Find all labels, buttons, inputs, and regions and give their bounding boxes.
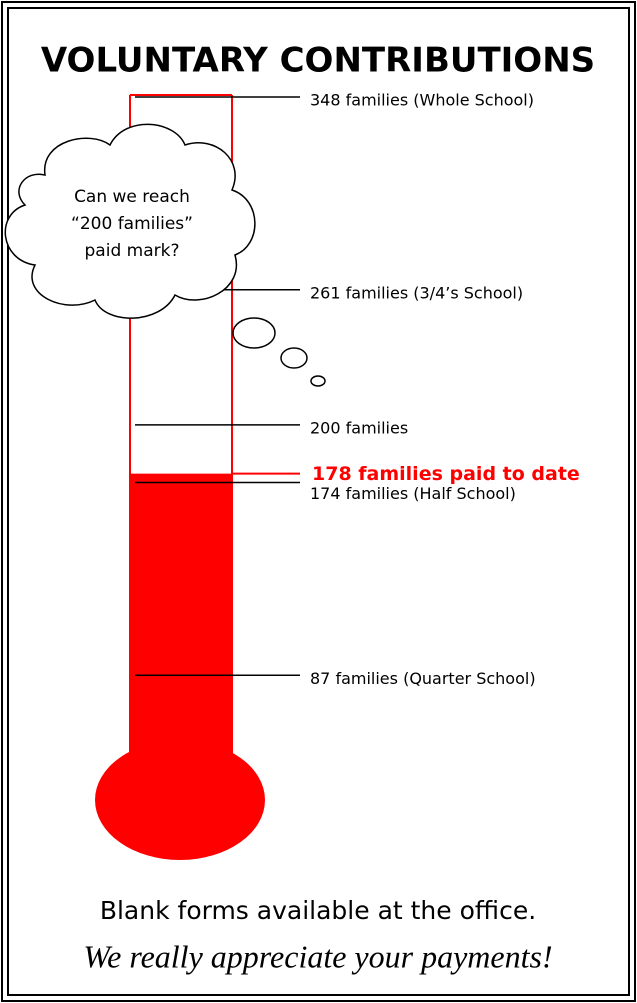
- cloud-text: paid mark?: [85, 241, 180, 261]
- thought-bubble: [232, 317, 276, 349]
- level-label: 348 families (Whole School): [310, 91, 534, 110]
- thought-bubble: [310, 375, 326, 387]
- paid-label: 178 families paid to date: [312, 463, 580, 485]
- inner-border: [7, 7, 630, 996]
- cloud-shape: [4, 123, 256, 319]
- footer-note: Blank forms available at the office.: [100, 896, 536, 925]
- mercury: [130, 473, 232, 770]
- thermometer: [95, 94, 265, 860]
- title: VOLUNTARY CONTRIBUTIONS: [41, 41, 595, 81]
- cloud-text: Can we reach: [74, 187, 190, 207]
- level-label: 261 families (3/4’s School): [310, 283, 523, 302]
- level-label: 174 families (Half School): [310, 484, 516, 503]
- level-label: 87 families (Quarter School): [310, 669, 536, 688]
- thought-bubble: [280, 347, 308, 369]
- thought-cloud: Can we reach “200 families” paid mark?: [4, 123, 326, 387]
- cloud-text: “200 families”: [71, 214, 193, 234]
- footer-thanks: We really appreciate your payments!: [83, 938, 552, 974]
- level-label: 200 families: [310, 418, 408, 437]
- bulb: [95, 740, 265, 860]
